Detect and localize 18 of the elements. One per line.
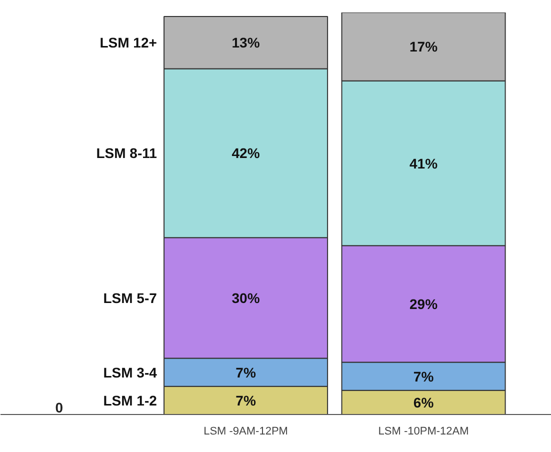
series-label: LSM 5-7 <box>103 290 158 306</box>
data-label: 17% <box>410 38 438 55</box>
series-label: LSM 1-2 <box>103 392 158 408</box>
x-tick-label: LSM -10PM-12AM <box>378 426 469 438</box>
data-label: 7% <box>236 364 256 380</box>
data-label: 41% <box>410 155 438 172</box>
series-label: LSM 3-4 <box>103 364 158 380</box>
data-label: 7% <box>236 392 256 408</box>
data-label: 29% <box>410 296 438 312</box>
data-label: 13% <box>232 34 260 51</box>
series-label: LSM 12+ <box>100 34 157 51</box>
x-tick-label: LSM -9AM-12PM <box>204 426 288 438</box>
data-label: 30% <box>232 290 260 306</box>
data-label: 42% <box>232 145 260 162</box>
series-label: LSM 8-11 <box>96 145 158 162</box>
text: 0 <box>55 400 64 416</box>
data-label: 7% <box>413 368 434 384</box>
data-label: 6% <box>413 394 434 410</box>
